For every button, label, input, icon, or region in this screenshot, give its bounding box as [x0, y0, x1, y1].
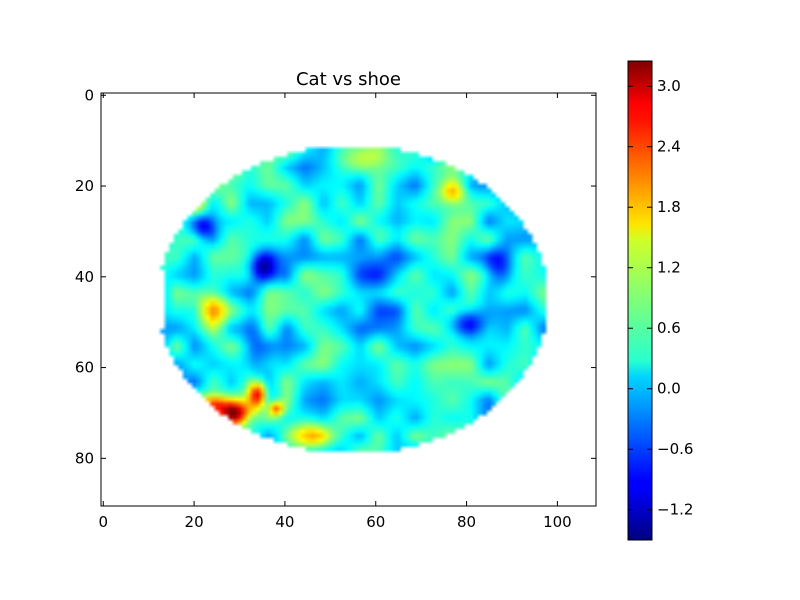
x-tick-label: 80 [457, 513, 476, 531]
y-tick-label: 60 [75, 359, 94, 377]
y-tick-label: 80 [75, 449, 94, 467]
x-axis: 0 20 40 60 80 100 [98, 93, 572, 531]
colorbar [627, 60, 653, 541]
colorbar-tick-label: 3.0 [657, 77, 681, 95]
heatmap-image [101, 93, 596, 506]
x-tick-label: 20 [185, 513, 204, 531]
colorbar-tick-label: 0.6 [657, 319, 681, 337]
heatmap-raster [101, 93, 596, 506]
colorbar-axis: −1.2 −0.6 0.0 0.6 1.2 1.8 2.4 3.0 [628, 77, 693, 519]
y-tick-label: 40 [75, 268, 94, 286]
y-tick-label: 0 [84, 86, 94, 104]
plot-frame [100, 92, 597, 507]
y-tick-label: 20 [75, 177, 94, 195]
x-tick-label: 60 [366, 513, 385, 531]
x-tick-label: 100 [543, 513, 572, 531]
colorbar-tick-label: 1.2 [657, 259, 681, 277]
colorbar-tick-label: 0.0 [657, 380, 681, 398]
colorbar-tick-label: 2.4 [657, 138, 681, 156]
colorbar-tick-label: −0.6 [657, 440, 693, 458]
x-tick-label: 0 [98, 513, 108, 531]
x-tick-label: 40 [275, 513, 294, 531]
colorbar-tick-label: 1.8 [657, 198, 681, 216]
colorbar-tick-label: −1.2 [657, 501, 693, 519]
chart-title: Cat vs shoe [296, 69, 401, 90]
y-axis: 0 20 40 60 80 [75, 86, 596, 467]
